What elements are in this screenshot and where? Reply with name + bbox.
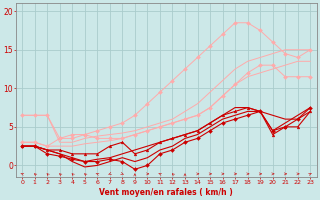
X-axis label: Vent moyen/en rafales ( km/h ): Vent moyen/en rafales ( km/h ) xyxy=(99,188,233,197)
